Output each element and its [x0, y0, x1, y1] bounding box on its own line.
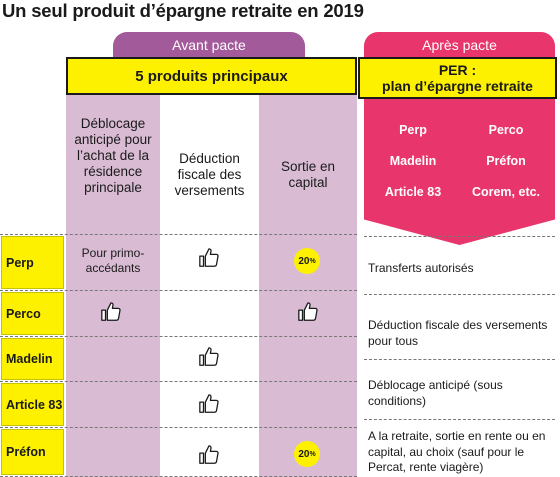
per-product-corem: Corem, etc.	[471, 185, 541, 199]
column-bg-deblocage	[66, 95, 160, 477]
row-label-madelin: Madelin	[1, 338, 64, 380]
per-box: PER : plan d’épargne retraite	[358, 57, 557, 99]
thumbs-up-icon	[101, 302, 121, 321]
apres-pacte-tab: Après pacte	[364, 32, 555, 60]
column-header-deblocage: Déblocage anticipé pour l’achat de la ré…	[74, 116, 152, 195]
note-deduction: Déduction fiscale des versements pour to…	[368, 318, 548, 348]
cinq-produits-box: 5 produits principaux	[66, 57, 357, 95]
row-label-perp: Perp	[1, 236, 64, 289]
note-retraite: A la retraite, sortie en rente ou en cap…	[368, 429, 546, 474]
per-product-perco: Perco	[488, 123, 524, 137]
row-label-prefon: Préfon	[1, 429, 64, 475]
page-title: Un seul produit d’épargne retraite en 20…	[2, 0, 364, 21]
per-product-article83: Article 83	[384, 185, 442, 199]
note-deblocage: Déblocage anticipé (sous conditions)	[368, 378, 503, 408]
note-transferts: Transferts autorisés	[368, 261, 474, 275]
row-label-article83: Article 83	[1, 383, 64, 426]
per-product-perp: Perp	[399, 123, 427, 137]
thumbs-up-icon	[298, 302, 318, 321]
pct-20-badge: 20%	[294, 441, 320, 467]
per-product-prefon: Préfon	[486, 154, 526, 168]
pct-value: 20	[298, 448, 310, 460]
column-bg-sortie	[259, 95, 357, 477]
cell-perp-deblocage: Pour primo-accédants	[81, 246, 145, 275]
pct-unit: %	[309, 450, 316, 458]
per-box-line2: plan d’épargne retraite	[382, 78, 533, 94]
per-product-madelin: Madelin	[389, 154, 437, 168]
row-label-perco: Perco	[1, 292, 64, 335]
thumbs-up-icon	[199, 394, 219, 413]
column-header-deduction: Déduction fiscale des versements	[174, 151, 245, 198]
column-header-sortie: Sortie en capital	[280, 159, 336, 190]
per-products-panel	[364, 95, 555, 245]
pct-unit: %	[309, 257, 316, 265]
pct-20-badge: 20%	[294, 248, 320, 274]
thumbs-up-icon	[199, 347, 219, 366]
thumbs-up-icon	[199, 248, 219, 267]
per-box-line1: PER :	[438, 62, 477, 78]
thumbs-up-icon	[199, 445, 219, 464]
avant-pacte-tab: Avant pacte	[113, 32, 305, 60]
pct-value: 20	[298, 255, 310, 267]
